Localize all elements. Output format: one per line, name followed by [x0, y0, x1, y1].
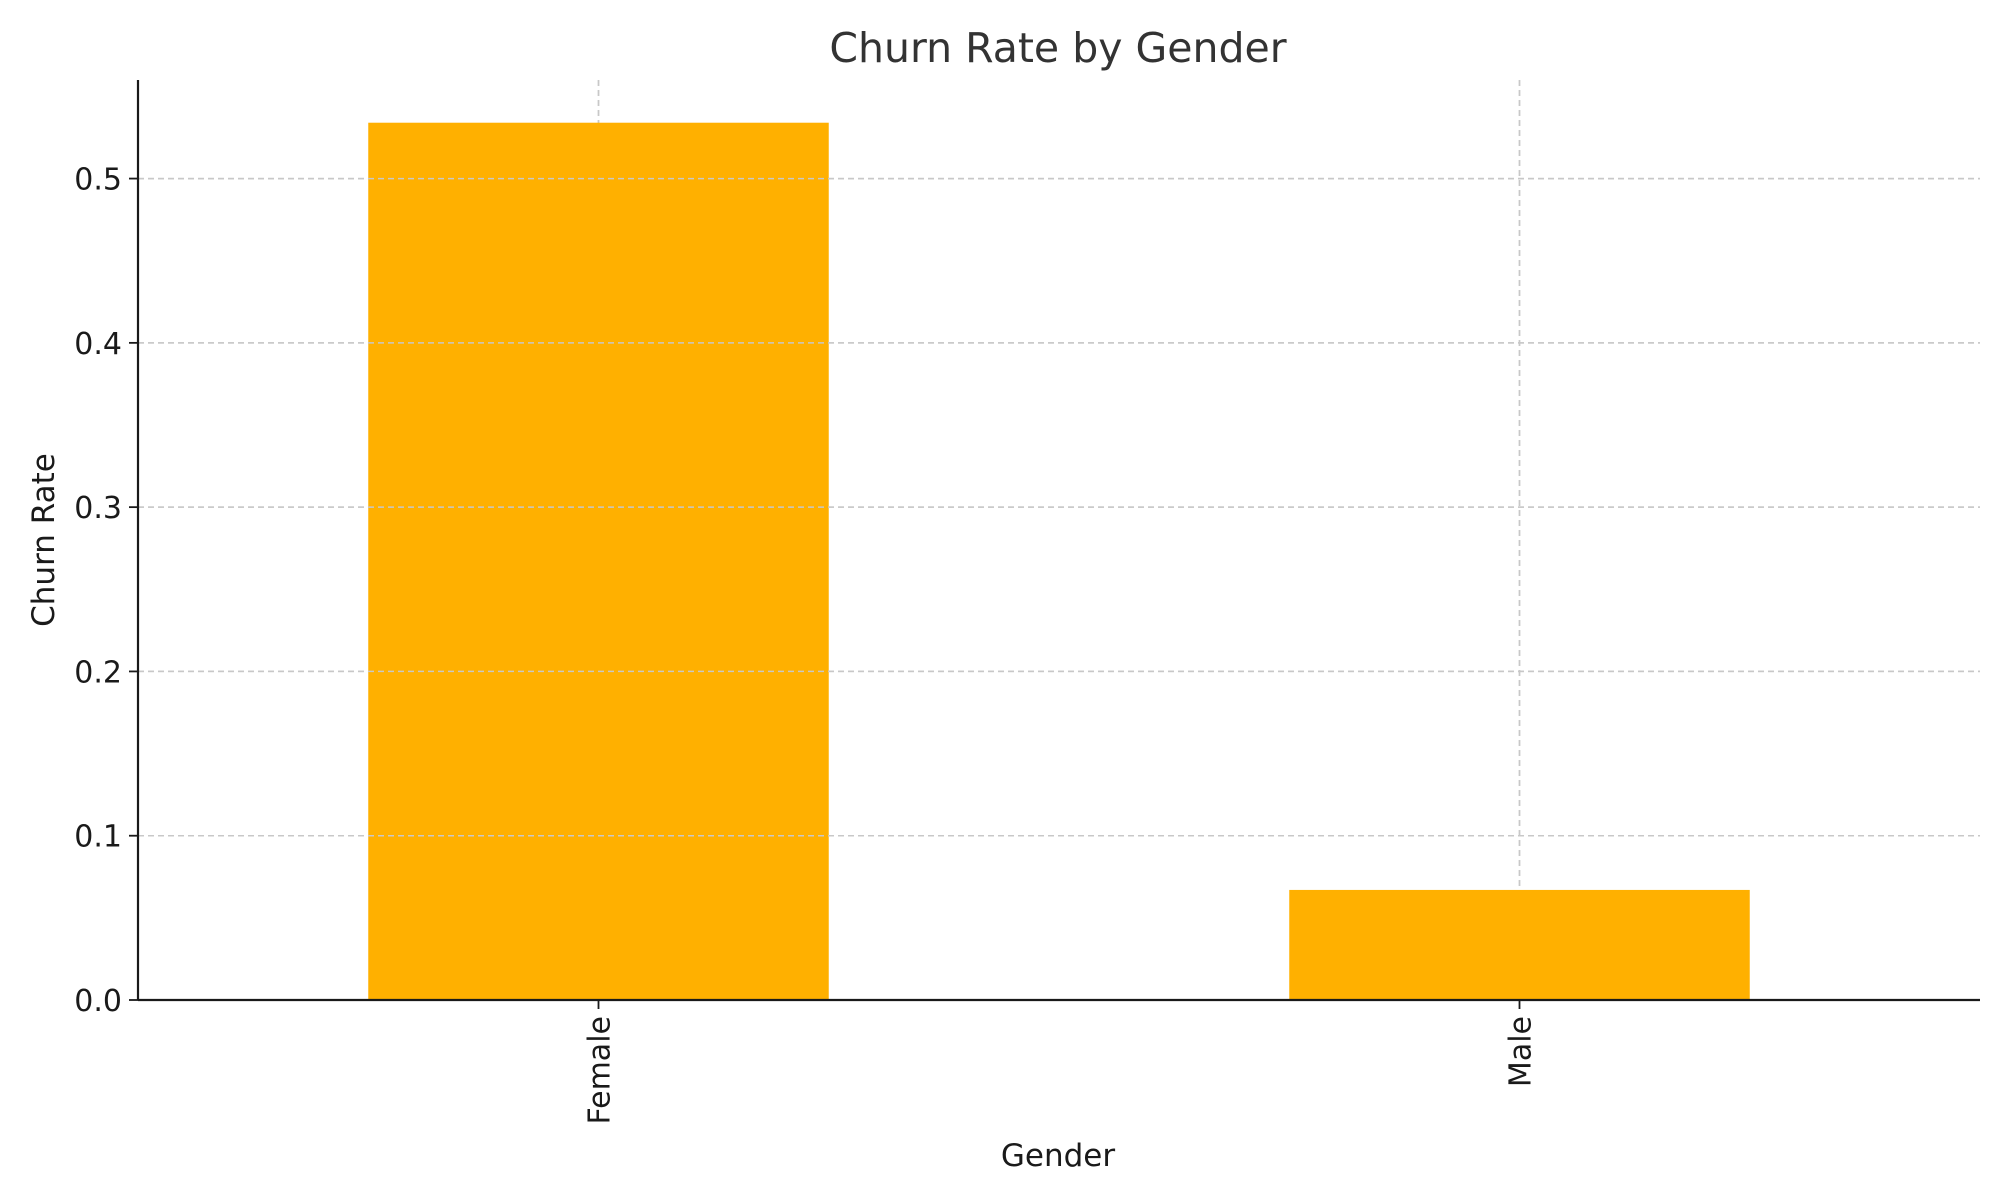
y-axis-label: Churn Rate [26, 453, 62, 627]
x-tick-label-female: Female [583, 1016, 618, 1124]
bars [138, 122, 1980, 1000]
y-tick-label: 0.1 [74, 820, 122, 855]
bar-male [1289, 889, 1750, 1000]
y-tick-label: 0.5 [74, 163, 122, 198]
x-tick-label-male: Male [1504, 1016, 1539, 1087]
y-tick-label: 0.2 [74, 655, 122, 690]
y-tick-label: 0.0 [74, 984, 122, 1019]
chart-title: Churn Rate by Gender [829, 24, 1286, 72]
bar-female [368, 122, 829, 1000]
y-tick-label: 0.3 [74, 491, 122, 526]
x-axis-label: Gender [1001, 1138, 1115, 1174]
y-tick-label: 0.4 [74, 327, 122, 362]
axes [136, 80, 1980, 1002]
ticks: 0.0 0.1 0.2 0.3 0.4 0.5 Female Male [74, 163, 1538, 1125]
